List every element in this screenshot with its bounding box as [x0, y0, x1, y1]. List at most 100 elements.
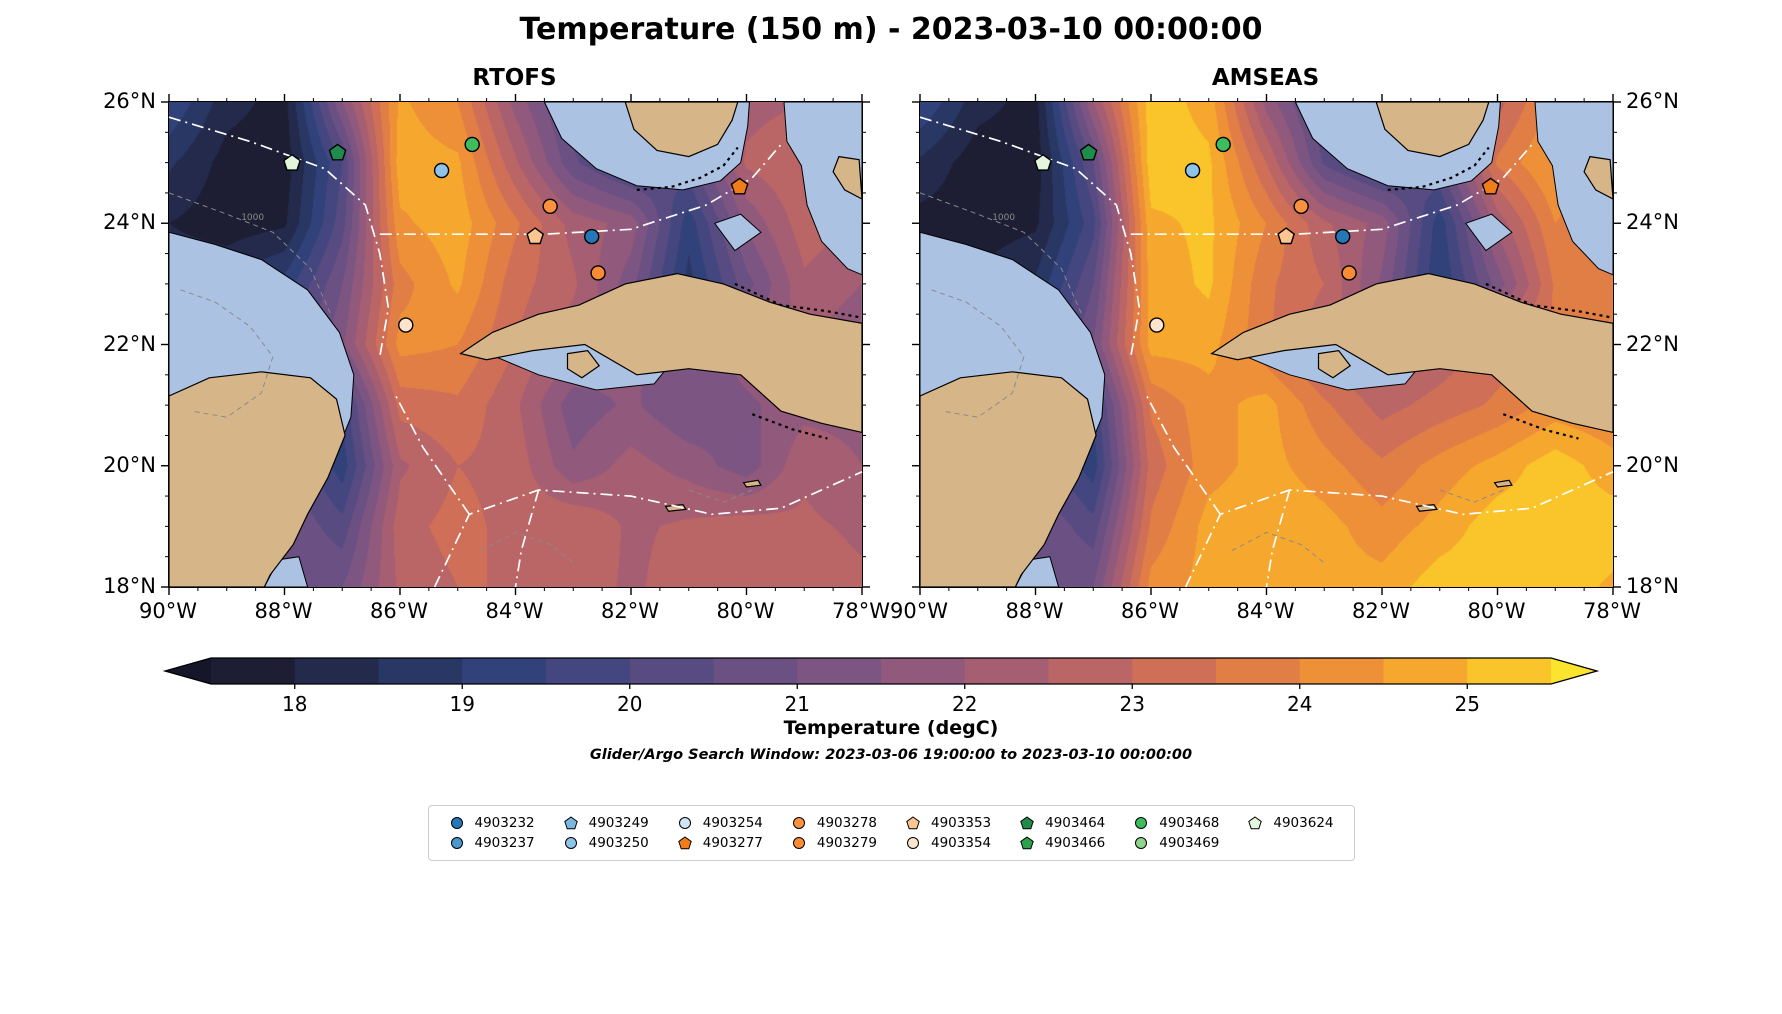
legend-item-4903278: 4903278	[791, 815, 877, 831]
bathymetry-contour	[168, 192, 332, 315]
float-marker-4903277	[730, 177, 749, 195]
andros-island	[832, 155, 863, 201]
x-tick-label: 88°W	[254, 599, 313, 623]
x-tick-label: 84°W	[1236, 599, 1295, 623]
float-marker-4903250	[1184, 162, 1201, 179]
float-circle-marker-icon	[1135, 837, 1148, 849]
legend-item-4903249: 4903249	[563, 815, 649, 831]
sabana-camaguey-cays	[1485, 282, 1611, 319]
florida-keys	[1387, 146, 1490, 191]
bahama-bank	[783, 101, 863, 276]
float-circle-marker-icon	[450, 817, 463, 829]
legend-item-4903468: 4903468	[1133, 815, 1219, 831]
colorbar-segment	[629, 658, 715, 684]
temperature-colorbar: 18 19 20 21 22 23 24 25	[162, 657, 1600, 716]
legend-marker	[792, 817, 805, 829]
yucatan-peninsula	[919, 371, 1097, 588]
legend-marker	[564, 837, 577, 849]
legend-item-4903254: 4903254	[677, 815, 763, 831]
float-marker-4903468	[464, 136, 480, 153]
legend-item-4903466: 4903466	[1019, 835, 1105, 851]
x-tick-label: 80°W	[716, 599, 775, 623]
colorbar-segment	[1132, 658, 1217, 684]
float-marker-4903279	[590, 265, 606, 281]
legend-marker	[1135, 817, 1148, 829]
florida	[624, 101, 739, 158]
colorbar-segment	[294, 658, 380, 684]
legend-float-id: 4903237	[474, 835, 535, 851]
legend-marker	[1248, 816, 1263, 830]
y-tick-label: 18°N	[1626, 574, 1679, 598]
float-marker-4903468	[1215, 136, 1231, 153]
x-tick-label: 90°W	[890, 599, 948, 623]
search-window-subtitle: Glider/Argo Search Window: 2023-03-06 19…	[589, 747, 1193, 763]
x-tick-label: 80°W	[1467, 599, 1526, 623]
float-marker-4903250	[433, 162, 450, 179]
float-marker-4903624	[1034, 153, 1052, 171]
legend-item-4903250: 4903250	[563, 835, 649, 851]
rtofs-panel: RTOFS 26°N 24°N 22°N 20°N 18°N 1000 90°W 88°W…	[103, 65, 890, 631]
cuba	[459, 272, 863, 434]
bathymetry-contour	[688, 489, 753, 503]
bathymetry-contour-label: 1000	[992, 213, 1015, 223]
legend-item-4903279: 4903279	[791, 835, 877, 851]
bathymetry-contour	[931, 289, 1025, 418]
float-pentagon-marker-icon	[1020, 816, 1034, 830]
float-circle-marker-icon	[450, 837, 463, 849]
rtofs-map-overlay: 1000	[161, 94, 870, 595]
legend-float-id: 4903279	[816, 835, 877, 851]
florida-keys	[636, 146, 739, 191]
y-tick-label: 26°N	[1626, 89, 1679, 113]
float-marker-4903353	[1277, 227, 1296, 245]
legend-float-id: 4903469	[1159, 835, 1220, 851]
float-marker-4903232	[1335, 228, 1351, 245]
legend-marker	[450, 817, 463, 829]
legend-float-id: 4903354	[931, 835, 992, 851]
colorbar-tick-label: 22	[952, 692, 977, 716]
float-circle-marker-icon	[792, 837, 805, 849]
legend-marker	[450, 837, 463, 849]
bathymetry-contour	[480, 531, 574, 564]
maritime-boundary-line	[514, 489, 540, 588]
float-marker-4903464	[1079, 143, 1098, 161]
y-tick-label: 20°N	[103, 452, 156, 477]
colorbar-tick-label: 24	[1287, 692, 1312, 716]
colorbar-segment	[462, 658, 547, 684]
rtofs-y-axis: 26°N 24°N 22°N 20°N 18°N	[103, 89, 168, 598]
colorbar-label: Temperature (degC)	[783, 717, 999, 739]
colorbar-segment	[1383, 658, 1468, 684]
yucatan-peninsula	[168, 371, 346, 588]
figure-title: Temperature (150 m) - 2023-03-10 00:00:0…	[519, 12, 1263, 47]
grand-cayman	[664, 503, 687, 512]
colorbar-tick-label: 18	[282, 692, 307, 716]
amseas-map-overlay: 1000	[912, 94, 1621, 595]
amseas-y-axis: 26°N 24°N 22°N 20°N 18°N	[1614, 89, 1679, 598]
x-tick-label: 78°W	[1583, 599, 1641, 623]
colorbar-tick-label: 19	[450, 692, 475, 716]
colorbar-over-arrow	[1551, 658, 1597, 684]
x-tick-label: 82°W	[1352, 599, 1410, 623]
bathymetry-contour-label: 1000	[241, 213, 264, 223]
y-tick-label: 24°N	[103, 210, 156, 235]
colorbar-segment	[211, 658, 296, 684]
maritime-boundary-line	[1265, 489, 1291, 588]
isla-de-la-juventud	[566, 349, 601, 379]
x-tick-label: 86°W	[370, 599, 428, 623]
x-tick-label: 78°W	[832, 599, 890, 623]
legend-marker	[906, 816, 920, 830]
bahama-bank	[1534, 101, 1614, 276]
legend-item-4903624: 4903624	[1247, 815, 1334, 831]
cayman-brac	[1493, 479, 1513, 488]
colorbar-under-arrow	[165, 658, 211, 684]
colorbar-segment	[797, 658, 882, 684]
amseas-map: 1000	[912, 94, 1621, 595]
legend-marker	[792, 837, 805, 849]
colorbar-tick-label: 21	[785, 692, 810, 716]
isla-de-la-juventud	[1317, 349, 1352, 379]
maritime-boundary-line	[919, 116, 1141, 357]
float-marker-4903277	[1481, 177, 1500, 195]
legend-float-id: 4903466	[1045, 835, 1106, 851]
colorbar-tick-label: 23	[1120, 692, 1145, 716]
x-tick-label: 82°W	[601, 599, 659, 623]
